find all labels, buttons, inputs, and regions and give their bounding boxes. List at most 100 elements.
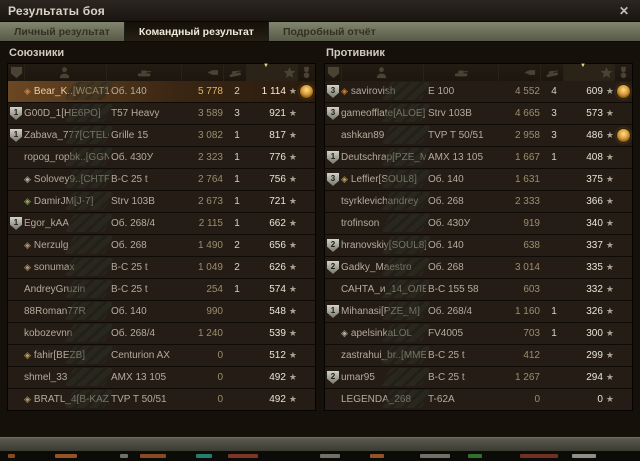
column-header-vehicle[interactable] <box>107 64 182 81</box>
column-header-medals[interactable] <box>615 64 632 81</box>
table-row[interactable]: ◈trofinson Об. 430У 919 340★ <box>325 213 632 234</box>
table-row[interactable]: ◈ Solovey9..[CHTP] B-C 25 t 2 764 1 756 ★ <box>8 169 315 190</box>
table-row[interactable]: ◈ apelsinkaLOL FV4005 703 1 300 ★ <box>325 323 632 344</box>
xp-value: 492 <box>269 372 286 383</box>
xp-value: 340 <box>586 218 603 229</box>
column-header-medals[interactable] <box>298 64 315 81</box>
platoon-number: 1 <box>13 108 19 117</box>
vehicle-name: TVP T 50/51 <box>428 130 484 141</box>
xp-value: 294 <box>586 372 603 383</box>
damage-value: 703 <box>523 328 540 339</box>
column-header-experience[interactable]: ▼ <box>247 63 298 81</box>
xp-value: 512 <box>269 350 286 361</box>
player-name: hranovskiy[SOUL8] <box>341 240 426 251</box>
table-row[interactable]: ◈ BRATL_4[B-KAZ] TVP T 50/51 0 492 ★ <box>8 389 315 410</box>
allies-panel: Союзники ▼ ◈ Bear_K..[WCAT1] Об. 140 5 77… <box>7 45 316 411</box>
xp-star-icon: ★ <box>288 240 297 250</box>
table-row[interactable]: 1 ◈G00D_1[HE6PO] T57 Heavy 3 589 3 921★ <box>8 103 315 124</box>
table-row[interactable]: ◈88Roman77R Об. 140 990 548★ <box>8 301 315 322</box>
player-name: Solovey9..[CHTP] <box>33 174 109 185</box>
background-chat-fragment <box>320 454 340 458</box>
table-row[interactable]: ◈tsyrklevichandrey Об. 268 2 333 366★ <box>325 191 632 212</box>
frags-value: 1 <box>551 306 557 317</box>
table-row[interactable]: 1 ◈Deutschrap[PZE_M] AMX 13 105 1 667 1 … <box>325 147 632 168</box>
frags-icon <box>228 66 243 79</box>
platoon-number: 1 <box>13 130 19 139</box>
xp-star-icon: ★ <box>605 350 614 360</box>
damage-value: 1 160 <box>514 306 540 317</box>
damage-value: 4 665 <box>514 108 540 119</box>
damage-value: 1 049 <box>197 262 223 273</box>
damage-icon <box>205 66 220 79</box>
column-header-damage[interactable] <box>182 64 224 81</box>
xp-star-icon: ★ <box>605 174 614 184</box>
table-row[interactable]: ◈shmel_33 AMX 13 105 0 492★ <box>8 367 315 388</box>
tank-icon <box>137 66 152 79</box>
vehicle-name: Об. 268 <box>428 262 464 273</box>
table-row[interactable]: ◈zastrahui_br..[MMEN] B-C 25 t 412 299★ <box>325 345 632 366</box>
table-row[interactable]: 1 ◈Zabava_777[CTELC] Grille 15 3 082 1 8… <box>8 125 315 146</box>
frags-value: 1 <box>234 130 240 141</box>
table-row[interactable]: 3 ◈ Leffier[SOUL8] Об. 140 1 631 375 ★ <box>325 169 632 190</box>
table-row[interactable]: 1 ◈Mihanasi[PZE_M] Об. 268/4 1 160 1 326… <box>325 301 632 322</box>
xp-value: 817 <box>269 130 286 141</box>
xp-star-icon: ★ <box>605 108 614 118</box>
damage-value: 2 323 <box>197 152 223 163</box>
column-header-experience[interactable]: ▼ <box>564 63 615 81</box>
table-row[interactable]: ◈ Bear_K..[WCAT1] Об. 140 5 778 2 1 114 ★ <box>8 81 315 102</box>
xp-star-icon: ★ <box>605 86 614 96</box>
table-row[interactable]: ◈ DamirJM[J-7] Strv 103B 2 673 1 721 ★ <box>8 191 315 212</box>
player-name: zastrahui_br..[MMEN] <box>341 350 426 361</box>
table-row[interactable]: ◈САНТА_и_14_ОЛЕН.. B-C 155 58 603 332★ <box>325 279 632 300</box>
table-row[interactable]: 2 ◈hranovskiy[SOUL8] Об. 140 638 337★ <box>325 235 632 256</box>
table-row[interactable]: ◈LEGENDA_268 T-62A 0 0★ <box>325 389 632 410</box>
column-header-platoon[interactable] <box>325 64 342 81</box>
table-row[interactable]: ◈ fahir[BEZB] Centurion AX 0 512 ★ <box>8 345 315 366</box>
damage-value: 1 667 <box>514 152 540 163</box>
column-header-player[interactable] <box>25 64 107 81</box>
player-name: LEGENDA_268 <box>341 394 412 405</box>
background-chat-fragment <box>55 454 77 458</box>
xp-star-icon: ★ <box>605 262 614 272</box>
table-row[interactable]: ◈AndreyGruzin B-C 25 t 254 1 574★ <box>8 279 315 300</box>
table-row[interactable]: 2 ◈Gadky_Maestro Об. 268 3 014 335★ <box>325 257 632 278</box>
frags-value <box>543 169 565 190</box>
xp-value: 375 <box>586 174 603 185</box>
platoon-number: 2 <box>330 262 336 271</box>
xp-value: 548 <box>269 306 286 317</box>
platoon-badge-icon: 1 <box>10 129 22 142</box>
table-row[interactable]: ◈ropog_ropbk..[GGNN] Об. 430У 2 323 1 77… <box>8 147 315 168</box>
platoon-number: 3 <box>330 108 336 117</box>
table-row[interactable]: ◈ashkan89 TVP T 50/51 2 958 3 486★ <box>325 125 632 146</box>
table-row[interactable]: 3 ◈gameofflate[ALOE] Strv 103B 4 665 3 5… <box>325 103 632 124</box>
tab-team-result[interactable]: Командный результат <box>123 22 269 41</box>
tab-personal-result[interactable]: Личный результат <box>14 25 110 38</box>
table-row[interactable]: ◈ Nerzulg Об. 268 1 490 2 656 ★ <box>8 235 315 256</box>
allies-panel-title: Союзники <box>9 47 65 59</box>
column-header-player[interactable] <box>342 64 424 81</box>
column-header-frags[interactable] <box>541 64 564 81</box>
table-row[interactable]: ◈kobozevnn Об. 268/4 1 240 539★ <box>8 323 315 344</box>
column-header-frags[interactable] <box>224 64 247 81</box>
frags-value: 3 <box>234 108 240 119</box>
xp-value: 626 <box>269 262 286 273</box>
column-header-vehicle[interactable] <box>424 64 499 81</box>
table-row[interactable]: 1 ◈Egor_kAA Об. 268/4 2 115 1 662★ <box>8 213 315 234</box>
frags-value <box>226 345 248 366</box>
vehicle-name: Об. 268 <box>111 240 147 251</box>
close-icon[interactable]: ✕ <box>618 3 629 18</box>
table-row[interactable]: 3 ◈ savirovish E 100 4 552 4 609 ★ <box>325 81 632 102</box>
vehicle-name: Об. 268 <box>428 196 464 207</box>
background-chat-fragment <box>228 454 258 458</box>
vehicle-name: Strv 103B <box>428 108 472 119</box>
table-row[interactable]: ◈ sonumax B-C 25 t 1 049 2 626 ★ <box>8 257 315 278</box>
vehicle-name: B-C 155 58 <box>428 284 479 295</box>
column-header-damage[interactable] <box>499 64 541 81</box>
player-name: G00D_1[HE6PO] <box>24 108 101 119</box>
table-row[interactable]: 2 ◈umar95 B-C 25 t 1 267 294★ <box>325 367 632 388</box>
tab-detailed-report[interactable]: Подробный отчёт <box>282 25 376 38</box>
column-header-platoon[interactable] <box>8 64 25 81</box>
frags-value <box>543 389 565 410</box>
damage-value: 2 115 <box>198 218 223 229</box>
frags-value <box>226 367 248 388</box>
